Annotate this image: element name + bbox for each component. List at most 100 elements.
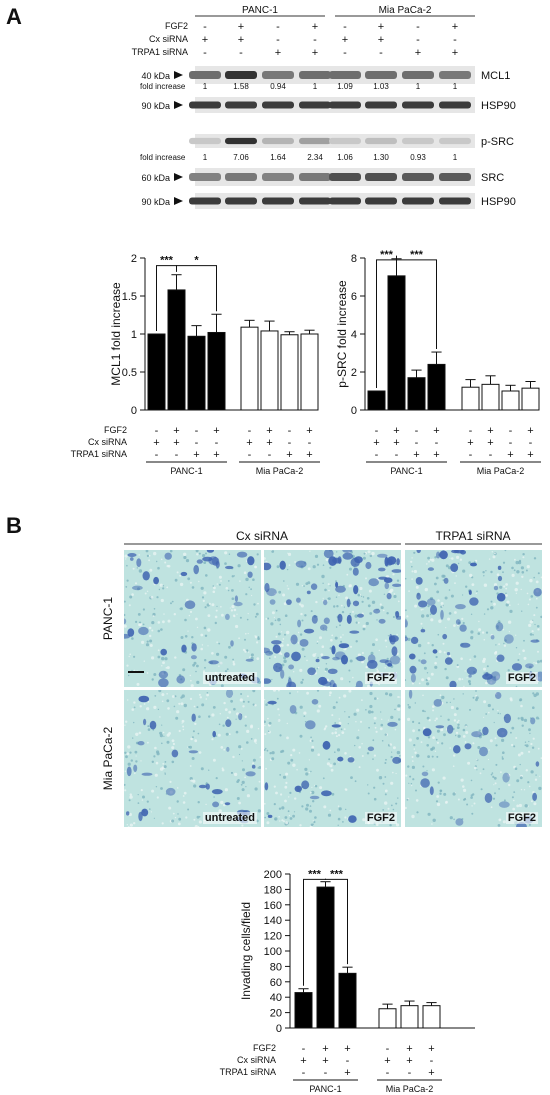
group-label: Mia PaCa-2	[256, 466, 304, 476]
blot-sign: -	[276, 34, 280, 46]
condition-sign: -	[375, 449, 379, 461]
y-tick-label: 40	[270, 992, 282, 1004]
micrograph-tile: FGF2	[405, 690, 542, 827]
fold-value: 0.94	[270, 82, 286, 91]
condition-sign: +	[193, 449, 199, 461]
blot-sign: +	[378, 21, 384, 33]
mcl1-band	[402, 71, 434, 79]
condition-sign: +	[393, 437, 399, 449]
condition-sign: -	[509, 437, 513, 449]
y-tick-label: 120	[264, 931, 282, 943]
micrograph-tile: FGF2	[264, 550, 401, 687]
condition-sign: +	[393, 425, 399, 437]
y-axis-label: MCL1 fold increase	[109, 282, 123, 386]
mcl1-band	[262, 71, 294, 79]
condition-sign: -	[395, 449, 399, 461]
condition-sign: -	[469, 449, 473, 461]
condition-sign: -	[302, 1043, 306, 1055]
fold-value: 7.06	[233, 153, 249, 162]
kda-marker: 40 kDa	[141, 71, 170, 81]
condition-label: TRPA1 siRNA	[220, 1067, 276, 1077]
condition-sign: +	[428, 1043, 434, 1055]
micrograph-condition-label: FGF2	[505, 812, 538, 824]
micrograph-tile: FGF2	[405, 550, 542, 687]
src-band	[189, 173, 221, 181]
significance-bracket	[325, 878, 348, 965]
hsp90-band	[262, 101, 294, 109]
condition-sign: -	[155, 449, 159, 461]
invasion-chart-area: 0 20 40 60 80 100 120 140 160 180 200 Invading cell…	[220, 868, 475, 1094]
hsp90-band	[299, 197, 331, 205]
hsp90-band	[189, 101, 221, 109]
condition-sign: +	[173, 437, 179, 449]
condition-sign: +	[428, 1067, 434, 1079]
hsp90-band	[402, 101, 434, 109]
micrograph-texture	[124, 690, 261, 827]
kda-arrow-icon	[174, 101, 183, 109]
micrograph-tile: untreated	[124, 690, 261, 827]
condition-sign: -	[415, 437, 419, 449]
bar	[187, 335, 206, 411]
significance-marker: *	[194, 255, 199, 267]
condition-sign: -	[489, 449, 493, 461]
condition-sign: -	[408, 1067, 412, 1079]
blot-sign: -	[453, 34, 457, 46]
y-tick-label: 80	[270, 961, 282, 973]
condition-sign: +	[487, 437, 493, 449]
blot-sign: -	[239, 47, 243, 59]
fold-value: 1	[453, 153, 458, 162]
condition-sign: -	[175, 449, 179, 461]
fold-increase-label: fold increase	[140, 82, 186, 91]
condition-sign: +	[286, 449, 292, 461]
row-label: Mia PaCa-2	[101, 726, 115, 790]
micrograph-tile: FGF2	[264, 690, 401, 827]
significance-marker: ***	[160, 255, 174, 267]
condition-sign: -	[195, 425, 199, 437]
mcl1-band	[225, 71, 257, 79]
band-name-label: HSP90	[481, 100, 516, 112]
condition-sign: +	[467, 437, 473, 449]
bar	[260, 330, 279, 411]
fold-value: 1	[313, 82, 318, 91]
y-tick-label: 1.5	[122, 291, 137, 303]
row-label: PANC-1	[101, 597, 115, 640]
y-tick-label: 160	[264, 900, 282, 912]
hsp90-band	[439, 101, 471, 109]
y-tick-label: 0	[276, 1023, 282, 1035]
src-band	[262, 173, 294, 181]
blot-sign: +	[312, 21, 318, 33]
significance-marker: ***	[380, 249, 394, 261]
bar	[280, 334, 299, 411]
y-axis-label: Invading cells/field	[239, 902, 253, 1000]
condition-sign: -	[386, 1043, 390, 1055]
blot-sign: +	[238, 21, 244, 33]
psrc-band	[439, 137, 471, 145]
mcl1-band	[439, 71, 471, 79]
psrc-band	[402, 137, 434, 145]
condition-sign: -	[509, 425, 513, 437]
y-tick-label: 2	[351, 367, 357, 379]
significance-marker: ***	[410, 249, 424, 261]
condition-sign: +	[433, 425, 439, 437]
y-tick-label: 20	[270, 1008, 282, 1020]
condition-sign: -	[268, 449, 272, 461]
condition-sign: +	[507, 449, 513, 461]
condition-sign: +	[322, 1055, 328, 1067]
invasion-chart: 0 20 40 60 80 100 120 140 160 180 200 Invading cell…	[220, 868, 475, 1094]
y-axis-label: p-SRC fold increase	[335, 280, 349, 388]
condition-sign: -	[308, 437, 312, 449]
bar	[167, 289, 186, 411]
condition-sign: +	[153, 437, 159, 449]
blot-sign: -	[343, 21, 347, 33]
condition-sign: -	[248, 425, 252, 437]
y-tick-label: 0	[351, 405, 357, 417]
blot-group-label: Mia PaCa-2	[379, 5, 432, 16]
condition-sign: +	[373, 437, 379, 449]
psrc-band	[262, 137, 294, 145]
column-header: TRPA1 siRNA	[435, 530, 510, 543]
micrograph-condition-label: FGF2	[364, 672, 397, 684]
fold-value: 1.03	[373, 82, 389, 91]
